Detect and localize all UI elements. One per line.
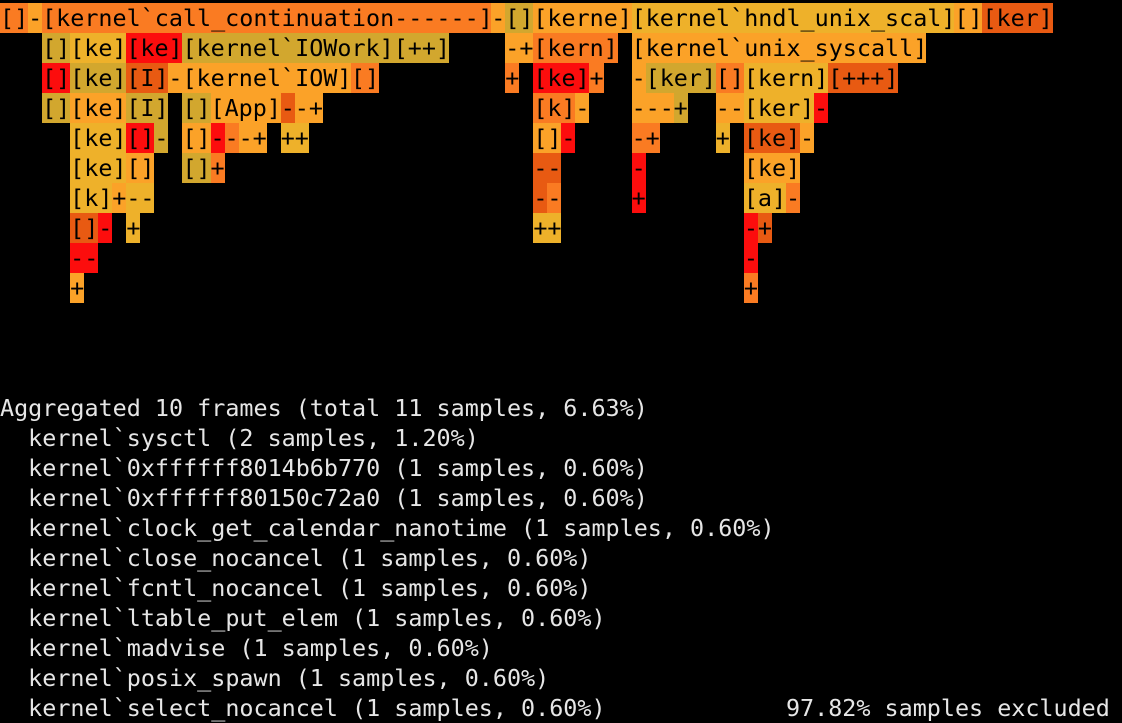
flame-frame[interactable]: [ke]	[126, 33, 183, 63]
flame-frame[interactable]: [ke]	[70, 153, 127, 183]
flame-frame[interactable]: []	[126, 153, 155, 183]
flame-frame[interactable]: +	[743, 273, 758, 303]
flame-frame[interactable]: ++	[280, 123, 309, 153]
flame-frame[interactable]: []	[42, 33, 71, 63]
flame-frame[interactable]: +	[505, 63, 520, 93]
summary-entry: kernel`clock_get_calendar_nanotime (1 sa…	[0, 514, 775, 542]
flame-frame[interactable]: -	[280, 93, 295, 123]
flame-frame[interactable]: -	[224, 123, 239, 153]
flame-frame[interactable]: [I]	[126, 93, 169, 123]
flame-frame[interactable]: [kern]	[533, 33, 618, 63]
flame-frame[interactable]: [ker]	[982, 3, 1053, 33]
flame-frame[interactable]: --	[70, 243, 99, 273]
summary-heading: Aggregated 10 frames (total 11 samples, …	[0, 394, 648, 422]
flame-frame[interactable]: +	[757, 213, 772, 243]
flame-frame[interactable]: -	[98, 213, 113, 243]
flame-frame[interactable]: -	[154, 123, 169, 153]
flame-frame[interactable]: []	[182, 123, 211, 153]
flame-frame[interactable]: [kernel`IOWork][++]	[182, 33, 450, 63]
flame-frame[interactable]: [kernel`hndl_unix_scal]	[631, 3, 955, 33]
summary-entry: kernel`close_nocancel (1 samples, 0.60%)	[0, 544, 592, 572]
summary-entry: kernel`ltable_put_elem (1 samples, 0.60%…	[0, 604, 606, 632]
flame-frame[interactable]: []	[42, 63, 71, 93]
flame-frame[interactable]: [kern]	[743, 63, 829, 93]
flame-frame[interactable]: +	[210, 153, 225, 183]
flame-frame[interactable]: [a]	[743, 183, 786, 213]
summary-entry: kernel`0xffffff80150c72a0 (1 samples, 0.…	[0, 484, 648, 512]
flame-frame[interactable]: [kerne]	[533, 3, 632, 33]
flame-frame[interactable]: +	[631, 183, 646, 213]
flame-frame[interactable]: -	[533, 183, 548, 213]
flame-frame[interactable]: -	[575, 93, 590, 123]
flame-frame[interactable]: [ker]	[743, 93, 815, 123]
flame-frame[interactable]: [ke]	[70, 93, 127, 123]
flame-frame[interactable]: [ker]	[645, 63, 716, 93]
flame-frame[interactable]: [kernel`IOW]	[182, 63, 351, 93]
flame-frame[interactable]: [kernel`unix_syscall]	[631, 33, 927, 63]
flame-frame[interactable]: --	[126, 183, 155, 213]
flame-frame[interactable]: [ke]	[70, 123, 127, 153]
flame-frame[interactable]: []	[182, 93, 211, 123]
flame-frame[interactable]: [ke]	[743, 123, 800, 153]
flame-frame[interactable]: []	[350, 63, 379, 93]
flame-frame[interactable]: ---	[631, 93, 674, 123]
flame-frame[interactable]: []	[0, 3, 29, 33]
flame-frame[interactable]: +	[715, 123, 730, 153]
summary-entry: kernel`posix_spawn (1 samples, 0.60%)	[0, 664, 550, 692]
flame-frame[interactable]: [I]	[126, 63, 169, 93]
flame-frame[interactable]: -	[28, 3, 43, 33]
flame-frame[interactable]: [ke]	[533, 63, 590, 93]
flame-frame[interactable]: -	[743, 243, 758, 273]
flame-frame[interactable]: [kernel`call_continuation------]	[42, 3, 492, 33]
flame-frame[interactable]: -	[785, 183, 800, 213]
flame-frame[interactable]: -	[631, 63, 646, 93]
flame-frame[interactable]: -	[743, 213, 758, 243]
flame-frame[interactable]: [App]	[210, 93, 281, 123]
flame-frame[interactable]: --	[715, 93, 744, 123]
flame-frame[interactable]: -+	[631, 123, 660, 153]
flame-frame[interactable]: +	[589, 63, 604, 93]
summary-entry: kernel`fcntl_nocancel (1 samples, 0.60%)	[0, 574, 592, 602]
flame-frame[interactable]: ++	[533, 213, 562, 243]
flame-frame[interactable]: -+	[294, 93, 323, 123]
excluded-samples-status: 97.82% samples excluded	[785, 694, 1110, 722]
flame-frame[interactable]: -	[547, 183, 562, 213]
flame-frame[interactable]: []	[42, 93, 71, 123]
flame-frame[interactable]: +	[673, 93, 688, 123]
flame-frame[interactable]: -+	[505, 33, 534, 63]
flame-frame[interactable]: +	[126, 213, 141, 243]
summary-entry: kernel`0xffffff8014b6b770 (1 samples, 0.…	[0, 454, 648, 482]
flame-frame[interactable]: []	[533, 123, 562, 153]
flame-frame[interactable]: -+	[238, 123, 267, 153]
flame-frame[interactable]: []	[70, 213, 99, 243]
summary-entry: kernel`madvise (1 samples, 0.60%)	[0, 634, 493, 662]
flame-frame[interactable]: []	[505, 3, 534, 33]
flame-frame[interactable]: -	[814, 93, 829, 123]
flame-frame[interactable]: -	[491, 3, 506, 33]
flame-frame[interactable]: []	[954, 3, 983, 33]
flame-frame[interactable]: +	[112, 183, 127, 213]
flame-frame[interactable]: [ke]	[70, 33, 127, 63]
flame-frame[interactable]: [k]	[70, 183, 113, 213]
flame-frame[interactable]: [k]	[533, 93, 576, 123]
flame-frame[interactable]: []	[715, 63, 744, 93]
flame-frame[interactable]: --	[533, 153, 562, 183]
flame-frame[interactable]: +	[70, 273, 85, 303]
flame-frame[interactable]: []	[126, 123, 155, 153]
flame-frame[interactable]: -	[799, 123, 815, 153]
flame-frame[interactable]: [+++]	[828, 63, 899, 93]
flame-frame[interactable]: -	[210, 123, 225, 153]
flame-frame[interactable]: -	[168, 63, 183, 93]
flame-frame[interactable]: [ke]	[70, 63, 127, 93]
summary-entry: kernel`sysctl (2 samples, 1.20%)	[0, 424, 479, 452]
flame-frame[interactable]: []	[182, 153, 211, 183]
summary-entry: kernel`select_nocancel (1 samples, 0.60%…	[0, 694, 606, 722]
flame-frame[interactable]: -	[561, 123, 576, 153]
flame-frame[interactable]: -	[631, 153, 646, 183]
flame-frame[interactable]: [ke]	[743, 153, 800, 183]
